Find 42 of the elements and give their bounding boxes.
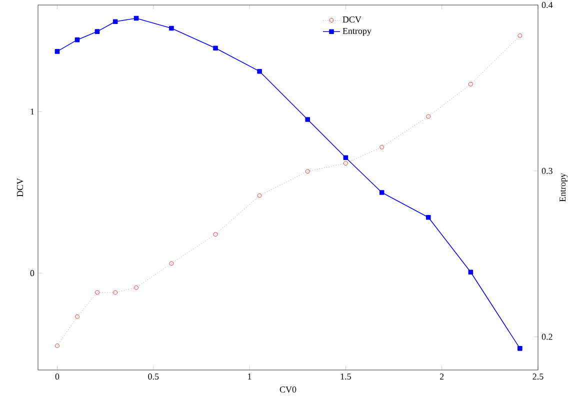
legend-label: DCV (342, 16, 362, 23)
point (112, 19, 118, 24)
point (426, 214, 431, 220)
x-tick-label: 1 (248, 374, 252, 380)
point (518, 346, 522, 351)
y2-tick-label: 0.4 (542, 2, 553, 8)
y2-tick-label: 0.3 (542, 168, 552, 174)
point (468, 270, 474, 275)
point (213, 232, 218, 237)
point (257, 68, 262, 74)
point (379, 190, 384, 195)
point (113, 290, 118, 295)
x-tick-label: 2 (440, 374, 444, 380)
point (134, 285, 138, 290)
point (74, 37, 80, 42)
legend-label: Entropy (342, 28, 372, 36)
point (468, 82, 473, 86)
point (169, 26, 174, 31)
x-axis-title: CV0 (280, 386, 296, 393)
y2-axis-title: Entropy (560, 173, 568, 202)
point (134, 16, 139, 21)
point (169, 261, 174, 266)
point (343, 155, 348, 160)
point (75, 314, 80, 319)
point (55, 344, 60, 348)
point (213, 46, 218, 51)
x-tick-label: 2.5 (532, 374, 544, 380)
point (380, 144, 384, 150)
point (54, 49, 60, 54)
x-tick-label: 1.5 (340, 374, 351, 380)
point (305, 169, 310, 174)
point (305, 117, 310, 122)
x-tick-label: 0 (55, 374, 60, 380)
point (95, 290, 100, 295)
point (518, 33, 522, 38)
point (343, 161, 348, 166)
point (94, 29, 100, 34)
y2-tick-label: 0.2 (542, 334, 552, 340)
y-axis-title: DCV (17, 178, 24, 197)
point (257, 193, 262, 198)
x-tick-label: 0.5 (148, 374, 159, 380)
point (426, 114, 431, 119)
